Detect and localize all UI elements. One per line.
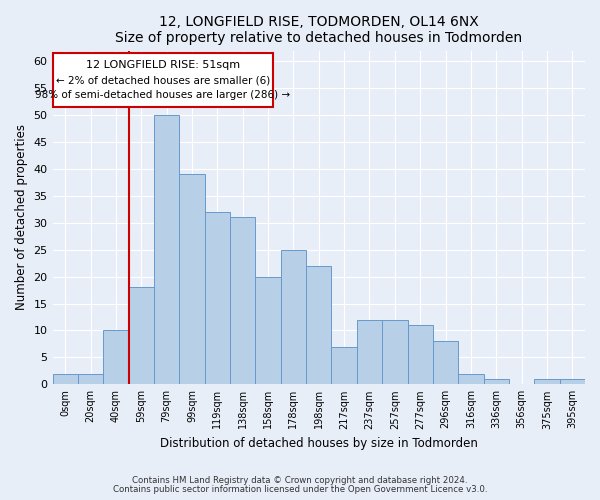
Bar [230,218,256,384]
Bar [78,374,103,384]
Bar [458,374,484,384]
FancyBboxPatch shape [53,53,273,107]
Text: 12 LONGFIELD RISE: 51sqm: 12 LONGFIELD RISE: 51sqm [86,60,240,70]
Bar [484,379,509,384]
Title: 12, LONGFIELD RISE, TODMORDEN, OL14 6NX
Size of property relative to detached ho: 12, LONGFIELD RISE, TODMORDEN, OL14 6NX … [115,15,523,45]
Y-axis label: Number of detached properties: Number of detached properties [15,124,28,310]
Bar [256,276,281,384]
Bar [281,250,306,384]
Bar [154,115,179,384]
Bar [433,341,458,384]
Bar [382,320,407,384]
Text: ← 2% of detached houses are smaller (6): ← 2% of detached houses are smaller (6) [56,75,270,85]
Bar [331,346,357,385]
Text: Contains public sector information licensed under the Open Government Licence v3: Contains public sector information licen… [113,485,487,494]
Text: 98% of semi-detached houses are larger (286) →: 98% of semi-detached houses are larger (… [35,90,290,100]
Bar [306,266,331,384]
Bar [407,325,433,384]
Bar [205,212,230,384]
Bar [560,379,585,384]
Bar [103,330,128,384]
Bar [128,288,154,384]
Bar [534,379,560,384]
Text: Contains HM Land Registry data © Crown copyright and database right 2024.: Contains HM Land Registry data © Crown c… [132,476,468,485]
Bar [357,320,382,384]
X-axis label: Distribution of detached houses by size in Todmorden: Distribution of detached houses by size … [160,437,478,450]
Bar [53,374,78,384]
Bar [179,174,205,384]
